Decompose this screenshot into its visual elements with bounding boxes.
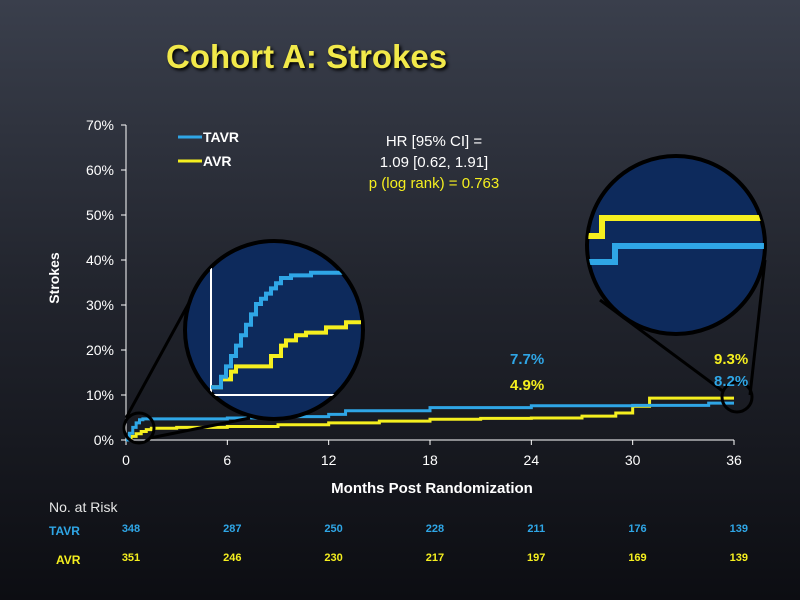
risk-table-heading: No. at Risk <box>49 499 118 515</box>
y-tick-label: 0% <box>94 432 114 448</box>
zoom-left-avr-line <box>211 320 361 390</box>
zoom-insets <box>122 154 767 445</box>
x-tick-label: 12 <box>321 452 337 468</box>
risk-cell: 176 <box>628 523 647 535</box>
y-tick-label: 30% <box>86 297 114 313</box>
risk-cell: 348 <box>121 523 141 535</box>
y-tick-label: 60% <box>86 162 114 178</box>
y-axis-label: Strokes <box>46 252 62 304</box>
x-tick-label: 36 <box>726 452 742 468</box>
risk-cell: 169 <box>628 552 647 564</box>
zoom-connector <box>124 289 198 419</box>
tavr-data-label-36m: 8.2% <box>714 373 748 390</box>
risk-cell: 197 <box>527 552 546 564</box>
x-tick-label: 0 <box>122 452 130 468</box>
zoom-right-content <box>588 215 764 265</box>
p-value-annotation: p (log rank) = 0.763 <box>369 175 500 192</box>
hr-annotation-line1: HR [95% CI] = <box>386 133 483 150</box>
risk-row-label-tavr: TAVR <box>49 524 80 538</box>
avr-data-label-36m: 9.3% <box>714 351 748 368</box>
risk-cell: 217 <box>425 552 445 564</box>
zoom-right-tavr-line <box>588 243 764 265</box>
risk-cell: 211 <box>527 523 546 535</box>
legend-label-tavr: TAVR <box>203 129 239 145</box>
chart-text: TAVR AVR HR [95% CI] = 1.09 [0.62, 1.91] p (… <box>178 129 748 394</box>
y-tick-label: 40% <box>86 252 114 268</box>
risk-cell: 287 <box>223 523 242 535</box>
zoom-origin-circle-left <box>122 411 156 445</box>
chart-series <box>126 396 734 442</box>
zoom-origin-circle-right <box>720 380 754 414</box>
risk-cell: 139 <box>729 523 748 535</box>
zoom-left-content <box>210 268 362 396</box>
x-tick-label: 24 <box>524 452 540 468</box>
risk-row-label-avr: AVR <box>56 553 81 567</box>
zoom-right-avr-line <box>588 215 764 239</box>
x-tick-label: 30 <box>625 452 641 468</box>
risk-cell: 230 <box>324 552 343 564</box>
series-line-avr <box>126 396 734 442</box>
risk-cell: 139 <box>729 552 748 564</box>
legend-label-avr: AVR <box>203 153 232 169</box>
risk-cell: 246 <box>223 552 242 564</box>
avr-data-label-24m: 4.9% <box>510 377 544 394</box>
x-tick-label: 18 <box>422 452 438 468</box>
zoom-connector <box>748 259 767 396</box>
y-tick-label: 20% <box>86 342 114 358</box>
x-tick-label: 6 <box>223 452 231 468</box>
hr-annotation-line2: 1.09 [0.62, 1.91] <box>380 154 488 171</box>
risk-cell: 250 <box>324 523 343 535</box>
slide-title: Cohort A: Strokes <box>166 38 448 75</box>
y-tick-label: 10% <box>86 387 114 403</box>
risk-cell: 228 <box>425 523 445 535</box>
risk-cell: 351 <box>121 552 141 564</box>
tavr-data-label-24m: 7.7% <box>510 351 544 368</box>
zoom-connector <box>149 416 251 440</box>
x-axis-label: Months Post Randomization <box>331 480 533 497</box>
y-tick-label: 70% <box>86 117 114 133</box>
chart-axes: 0% 10% 20% 30% 40% 50% 60% 70% 0 6 12 18 24 30 36 Month… <box>46 117 742 497</box>
y-tick-label: 50% <box>86 207 114 223</box>
zoom-left-tavr-line <box>211 270 361 390</box>
